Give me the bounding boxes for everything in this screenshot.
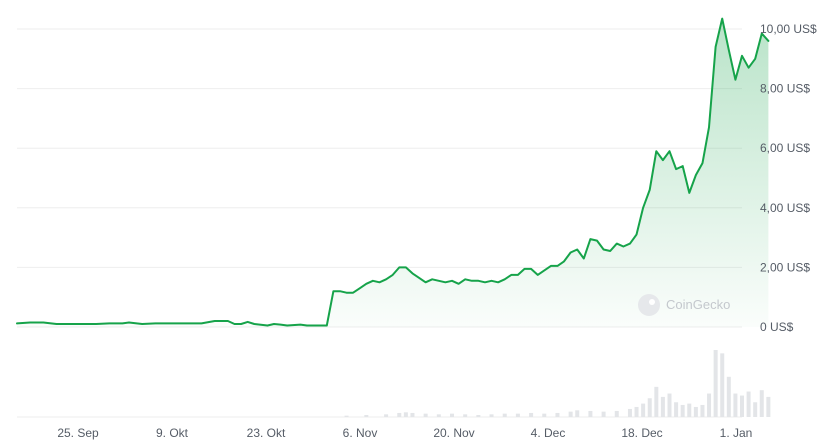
volume-bar (647, 398, 652, 417)
volume-bar (634, 406, 639, 417)
x-tick-label: 6. Nov (343, 426, 378, 440)
volume-bar (720, 353, 725, 417)
volume-bar (529, 412, 534, 417)
volume-bar (614, 410, 619, 417)
volume-bar (410, 412, 415, 417)
coingecko-watermark: CoinGecko (638, 294, 730, 316)
volume-bar (423, 413, 428, 417)
volume-bar (588, 410, 593, 417)
x-tick-label: 1. Jan (720, 426, 753, 440)
volume-bar (450, 413, 454, 417)
volume-bar (667, 393, 672, 417)
price-area (16, 17, 770, 327)
x-axis-ticks: 25. Sep 9. Okt 23. Okt 6. Nov 20. Nov 4. Dec 1… (57, 426, 752, 440)
volume-bar (364, 414, 369, 417)
volume-bar (693, 406, 698, 417)
y-tick-label: 6,00 US$ (760, 141, 810, 155)
volume-bar (641, 403, 646, 417)
volume-bar (707, 393, 712, 417)
x-tick-label: 20. Nov (433, 426, 474, 440)
volume-bar (476, 414, 481, 417)
volume-bar (726, 376, 731, 417)
grid-lines (17, 28, 742, 418)
volume-bar (746, 391, 751, 417)
coingecko-logo-icon (638, 294, 660, 316)
volume-bar (344, 415, 349, 417)
volume-bar (740, 395, 744, 417)
volume-bar (680, 404, 685, 417)
volume-bar (568, 411, 573, 417)
volume-bar (759, 390, 764, 417)
volume-bar (733, 393, 738, 417)
volume-bar (687, 403, 692, 417)
volume-bar (713, 350, 718, 417)
price-area-fill (17, 18, 769, 327)
y-axis-ticks: 0 US$ 2,00 US$ 4,00 US$ 6,00 US$ 8,00 US$ 10,… (760, 22, 817, 334)
volume-bar (627, 408, 632, 417)
y-tick-label: 2,00 US$ (760, 260, 810, 274)
volume-bar (700, 404, 705, 417)
y-tick-label: 10,00 US$ (760, 22, 817, 36)
y-tick-label: 0 US$ (760, 320, 794, 334)
price-line (16, 17, 770, 327)
volume-bar (515, 413, 520, 417)
volume-bar (654, 386, 659, 417)
volume-bar (384, 414, 389, 417)
volume-bar (403, 412, 408, 417)
volume-bar (502, 413, 507, 417)
volume-bar (766, 396, 771, 417)
volume-bar (753, 402, 758, 417)
volume-bar (542, 413, 547, 417)
volume-bar (575, 410, 580, 417)
coingecko-logo-eye (649, 299, 655, 305)
volume-bar (436, 414, 441, 417)
x-tick-label: 25. Sep (57, 426, 99, 440)
x-tick-label: 18. Dec (621, 426, 662, 440)
volume-bar (674, 402, 679, 417)
y-tick-label: 4,00 US$ (760, 201, 810, 215)
volume-bar (660, 396, 665, 417)
volume-bar (601, 411, 606, 417)
watermark-text: CoinGecko (666, 297, 730, 312)
volume-bar (397, 412, 402, 417)
volume-bar (489, 414, 494, 417)
volume-bar (463, 414, 468, 417)
x-tick-label: 23. Okt (247, 426, 286, 440)
x-tick-label: 4. Dec (531, 426, 566, 440)
x-tick-label: 9. Okt (156, 426, 189, 440)
volume-bars (344, 350, 771, 417)
volume-bar (555, 412, 560, 417)
y-tick-label: 8,00 US$ (760, 82, 810, 96)
